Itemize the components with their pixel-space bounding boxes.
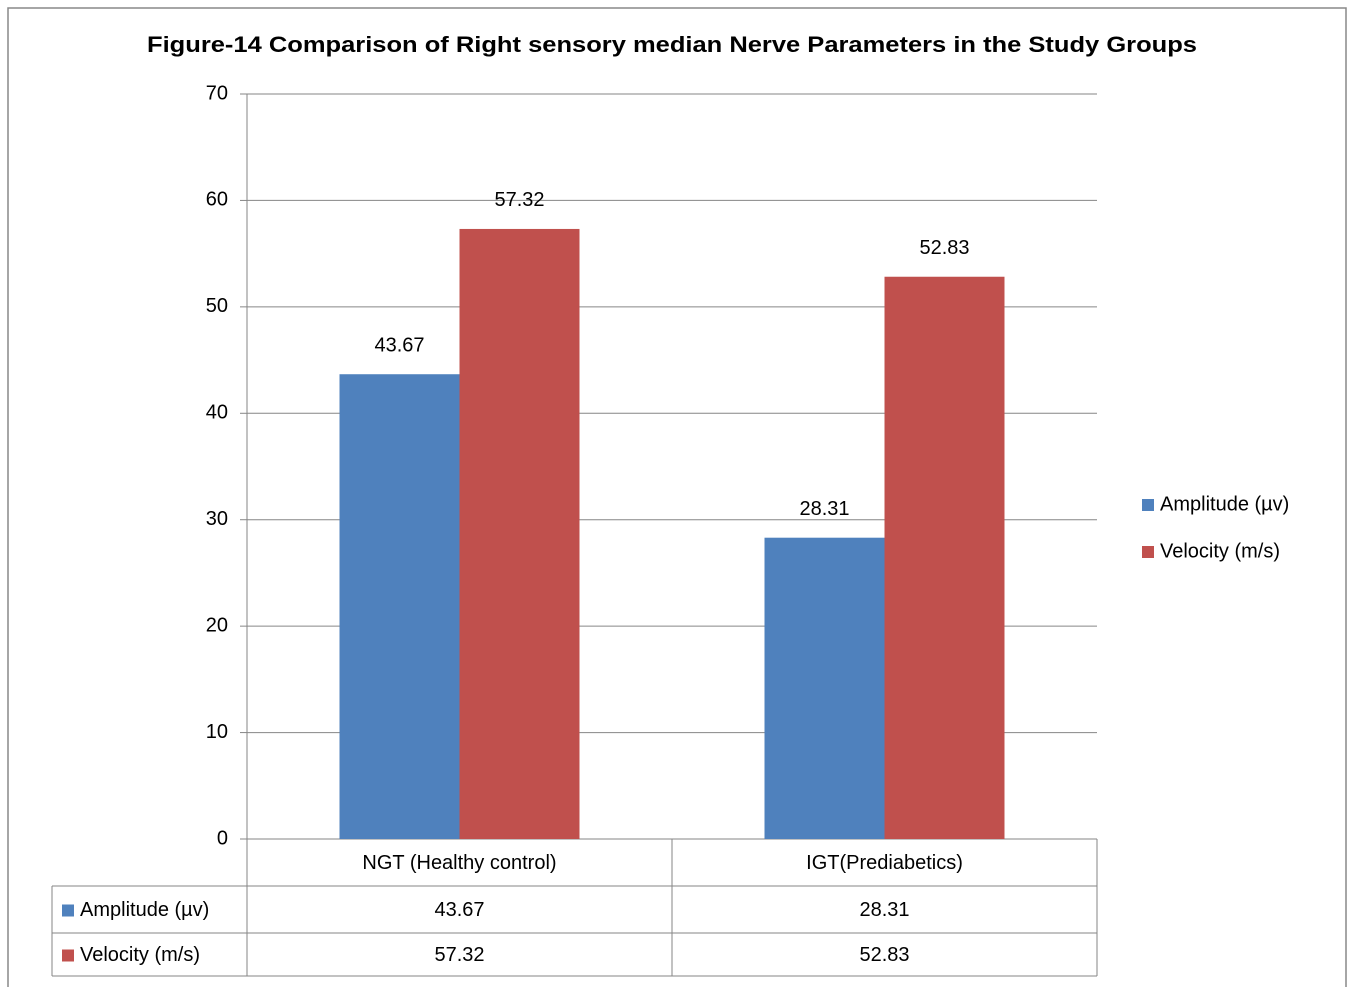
legend-key xyxy=(1142,546,1154,558)
table-row-label: Amplitude (µv) xyxy=(80,899,209,921)
chart-frame xyxy=(7,7,1347,987)
y-tick-label: 10 xyxy=(206,721,228,743)
bar xyxy=(764,537,885,839)
table-legend-key xyxy=(62,904,74,917)
bar xyxy=(339,374,460,839)
y-tick-label: 0 xyxy=(217,827,228,849)
y-tick-label: 40 xyxy=(206,402,228,424)
table-cell: 43.67 xyxy=(434,899,484,921)
table-legend-key xyxy=(62,949,74,962)
y-tick-label: 60 xyxy=(206,189,228,211)
table-row-label: Velocity (m/s) xyxy=(80,944,200,966)
y-tick-label: 20 xyxy=(206,614,228,636)
y-tick-label: 50 xyxy=(206,295,228,317)
bar xyxy=(884,276,1005,839)
table-cell: 52.83 xyxy=(859,944,909,966)
x-tick-label: NGT (Healthy control) xyxy=(362,852,556,874)
chart-title: Figure-14 Comparison of Right sensory me… xyxy=(147,32,1197,57)
legend-label: Amplitude (µv) xyxy=(1160,493,1289,515)
data-label: 52.83 xyxy=(919,237,969,259)
data-label: 43.67 xyxy=(374,335,424,357)
data-label: 57.32 xyxy=(494,189,544,211)
legend-label: Velocity (m/s) xyxy=(1160,540,1280,562)
y-tick-label: 70 xyxy=(206,82,228,104)
bar xyxy=(459,228,580,840)
x-tick-label: IGT(Prediabetics) xyxy=(806,852,963,874)
y-tick-label: 30 xyxy=(206,508,228,530)
table-cell: 28.31 xyxy=(859,899,909,921)
table-cell: 57.32 xyxy=(434,944,484,966)
data-label: 28.31 xyxy=(799,498,849,520)
legend-key xyxy=(1142,499,1154,511)
